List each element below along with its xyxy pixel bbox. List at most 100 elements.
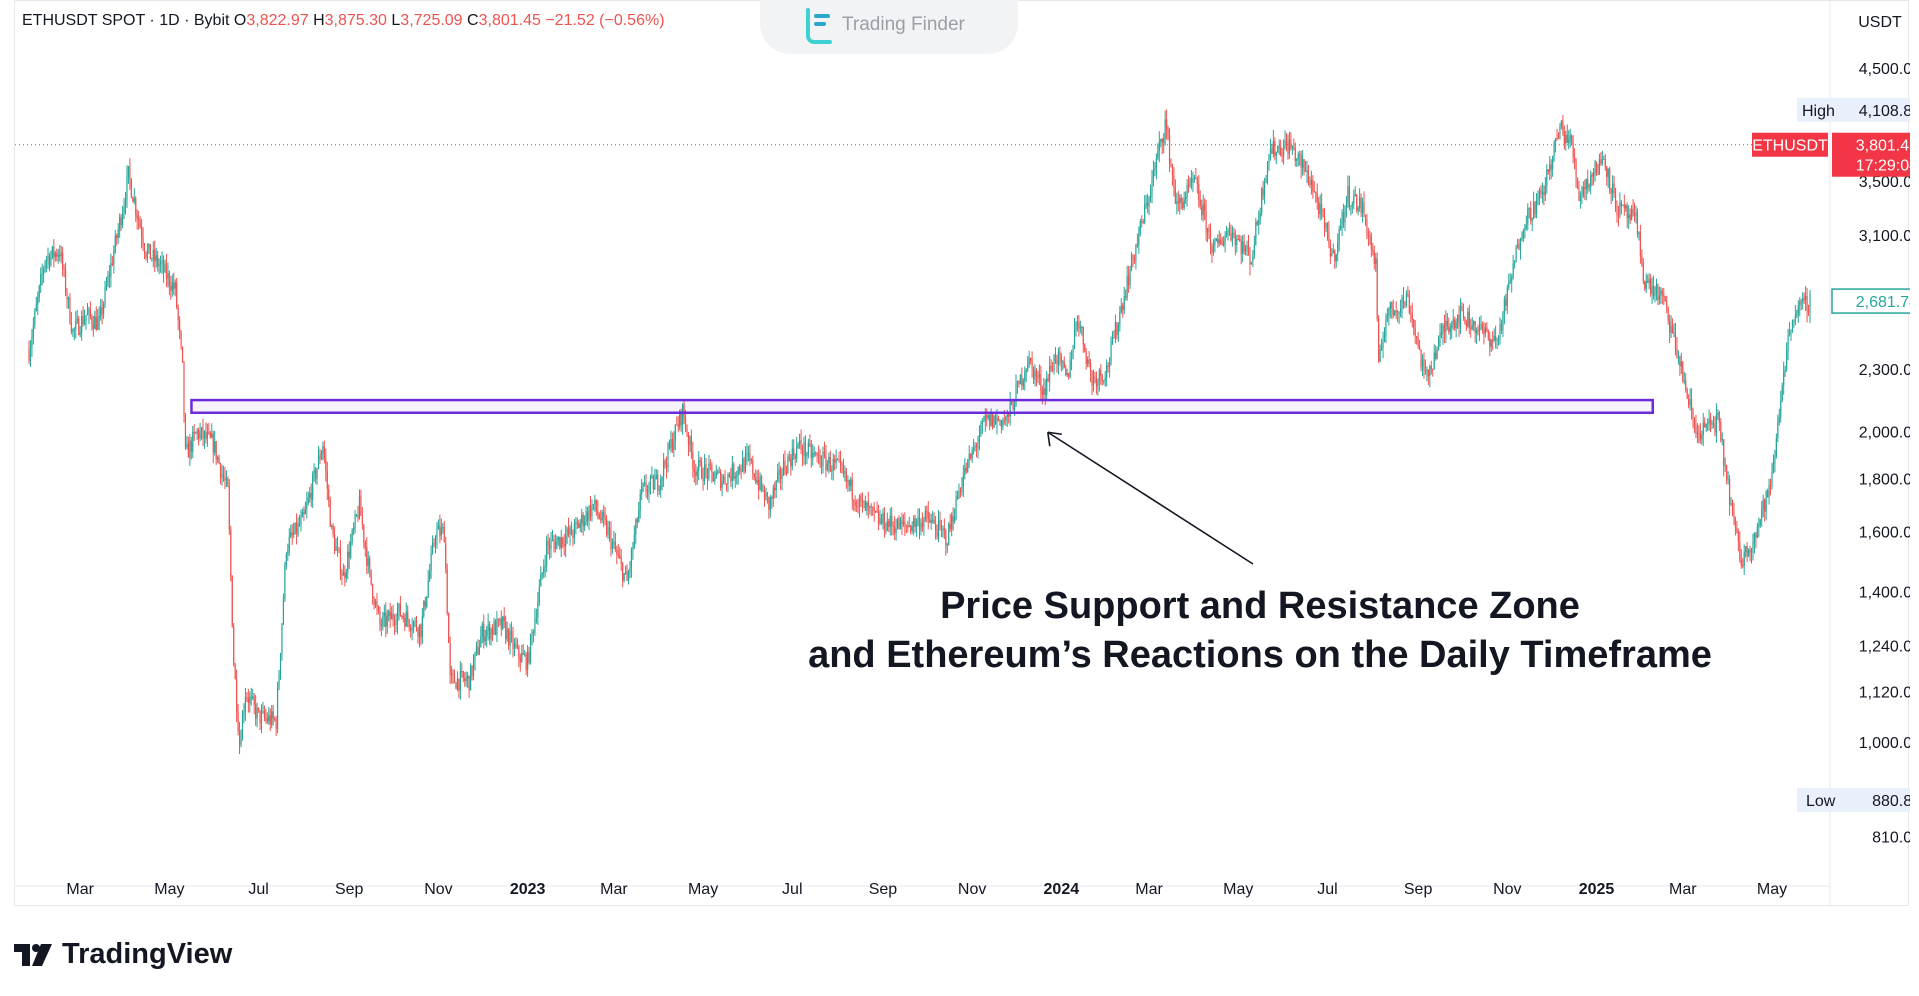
candle-body	[1085, 351, 1087, 364]
candle-body	[1452, 319, 1454, 325]
candle-body	[312, 474, 314, 500]
symbol-label[interactable]: ETHUSDT SPOT · 1D · Bybit	[22, 12, 230, 29]
candle-body	[249, 696, 251, 703]
candle-body	[389, 611, 391, 620]
candle-body	[1300, 155, 1302, 168]
candle-body	[57, 254, 59, 257]
candle-body	[905, 525, 907, 527]
candle-body	[1609, 168, 1611, 190]
candle-body	[1667, 306, 1669, 321]
candle-body	[534, 619, 536, 633]
candle-body	[803, 442, 805, 456]
candle-body	[1221, 244, 1223, 246]
candle-body	[665, 464, 668, 468]
candle-body	[44, 261, 46, 270]
candle-body	[797, 444, 799, 446]
time-axis-tick-label: Jul	[248, 881, 268, 898]
candle-body	[85, 315, 87, 320]
candle-body	[619, 555, 621, 559]
candle-body	[491, 628, 494, 635]
candle-body	[129, 166, 131, 180]
tradingview-logo-icon	[14, 944, 52, 966]
candle-body	[1334, 250, 1336, 262]
candle-body	[217, 457, 219, 460]
candle-body	[703, 464, 706, 482]
candle-body	[1018, 381, 1020, 384]
candle-body	[594, 499, 596, 504]
candle-body	[143, 245, 146, 253]
candle-body	[1500, 323, 1503, 331]
candle-body	[1421, 359, 1424, 367]
candle-body	[864, 500, 866, 511]
candle-body	[366, 547, 368, 566]
candle-body	[361, 515, 363, 525]
candle-body	[1177, 201, 1179, 204]
candle-body	[1655, 284, 1658, 293]
candle-body	[1147, 202, 1149, 207]
candle-body	[1568, 139, 1570, 144]
candle-body	[392, 613, 394, 621]
candle-body	[255, 704, 257, 719]
candle-body	[401, 615, 403, 617]
candle-body	[219, 463, 222, 478]
candle-body	[1053, 355, 1055, 371]
candle-body	[1717, 412, 1719, 415]
time-axis-tick-label: Jul	[782, 881, 802, 898]
candle-body	[772, 487, 774, 499]
candle-body	[1161, 139, 1163, 144]
candle-body	[1521, 238, 1523, 241]
candle-body	[1282, 145, 1285, 156]
candle-body	[1617, 214, 1620, 216]
candle-body	[1127, 275, 1130, 286]
candle-body	[579, 522, 581, 528]
candle-body	[1341, 212, 1343, 226]
candle-body	[516, 646, 518, 648]
candle-body	[1070, 358, 1073, 360]
candle-body	[215, 441, 217, 460]
candle-body	[769, 497, 771, 510]
candle-body	[641, 486, 643, 494]
candle-body	[921, 522, 924, 527]
candle-body	[1370, 236, 1372, 250]
candle-body	[383, 612, 385, 617]
candle-body	[880, 518, 883, 524]
candle-body	[1743, 551, 1745, 566]
candle-body	[48, 255, 51, 266]
candle-body	[832, 458, 834, 471]
candle-body	[1642, 262, 1644, 282]
candle-body	[1689, 399, 1691, 406]
candle-body	[1448, 325, 1450, 332]
candle-body	[597, 510, 599, 515]
candle-body	[253, 696, 255, 705]
candle-body	[1686, 389, 1688, 399]
price-axis-tick-label: 1,600.00	[1859, 524, 1910, 541]
candle-body	[758, 479, 760, 490]
candle-body	[1126, 275, 1128, 298]
candle-body	[674, 424, 676, 442]
candle-body	[970, 453, 972, 459]
candle-body	[1234, 234, 1236, 245]
candle-body	[439, 525, 441, 536]
candle-body	[559, 537, 561, 548]
candle-body	[1256, 222, 1258, 225]
candle-body	[578, 523, 580, 528]
price-chart[interactable]: 4,500.003,800.003,500.003,100.002,300.00…	[15, 1, 1910, 907]
chart-frame[interactable]: 4,500.003,800.003,500.003,100.002,300.00…	[14, 0, 1910, 907]
candle-body	[701, 462, 703, 479]
candle-body	[638, 509, 640, 522]
candle-body	[1511, 277, 1513, 282]
candle-body	[1340, 225, 1342, 230]
candle-body	[1025, 369, 1027, 373]
candle-body	[1442, 325, 1444, 335]
candle-body	[1366, 219, 1368, 236]
candle-body	[336, 546, 339, 549]
candle-body	[1752, 543, 1754, 550]
candle-body	[192, 432, 194, 452]
candle-body	[845, 471, 847, 482]
candle-body	[1454, 319, 1456, 329]
candle-body	[1680, 361, 1682, 367]
price-axis-tick-label: 1,120.00	[1859, 684, 1910, 701]
candle-body	[82, 315, 84, 325]
candle-body	[1084, 344, 1086, 352]
candle-body	[851, 479, 853, 500]
